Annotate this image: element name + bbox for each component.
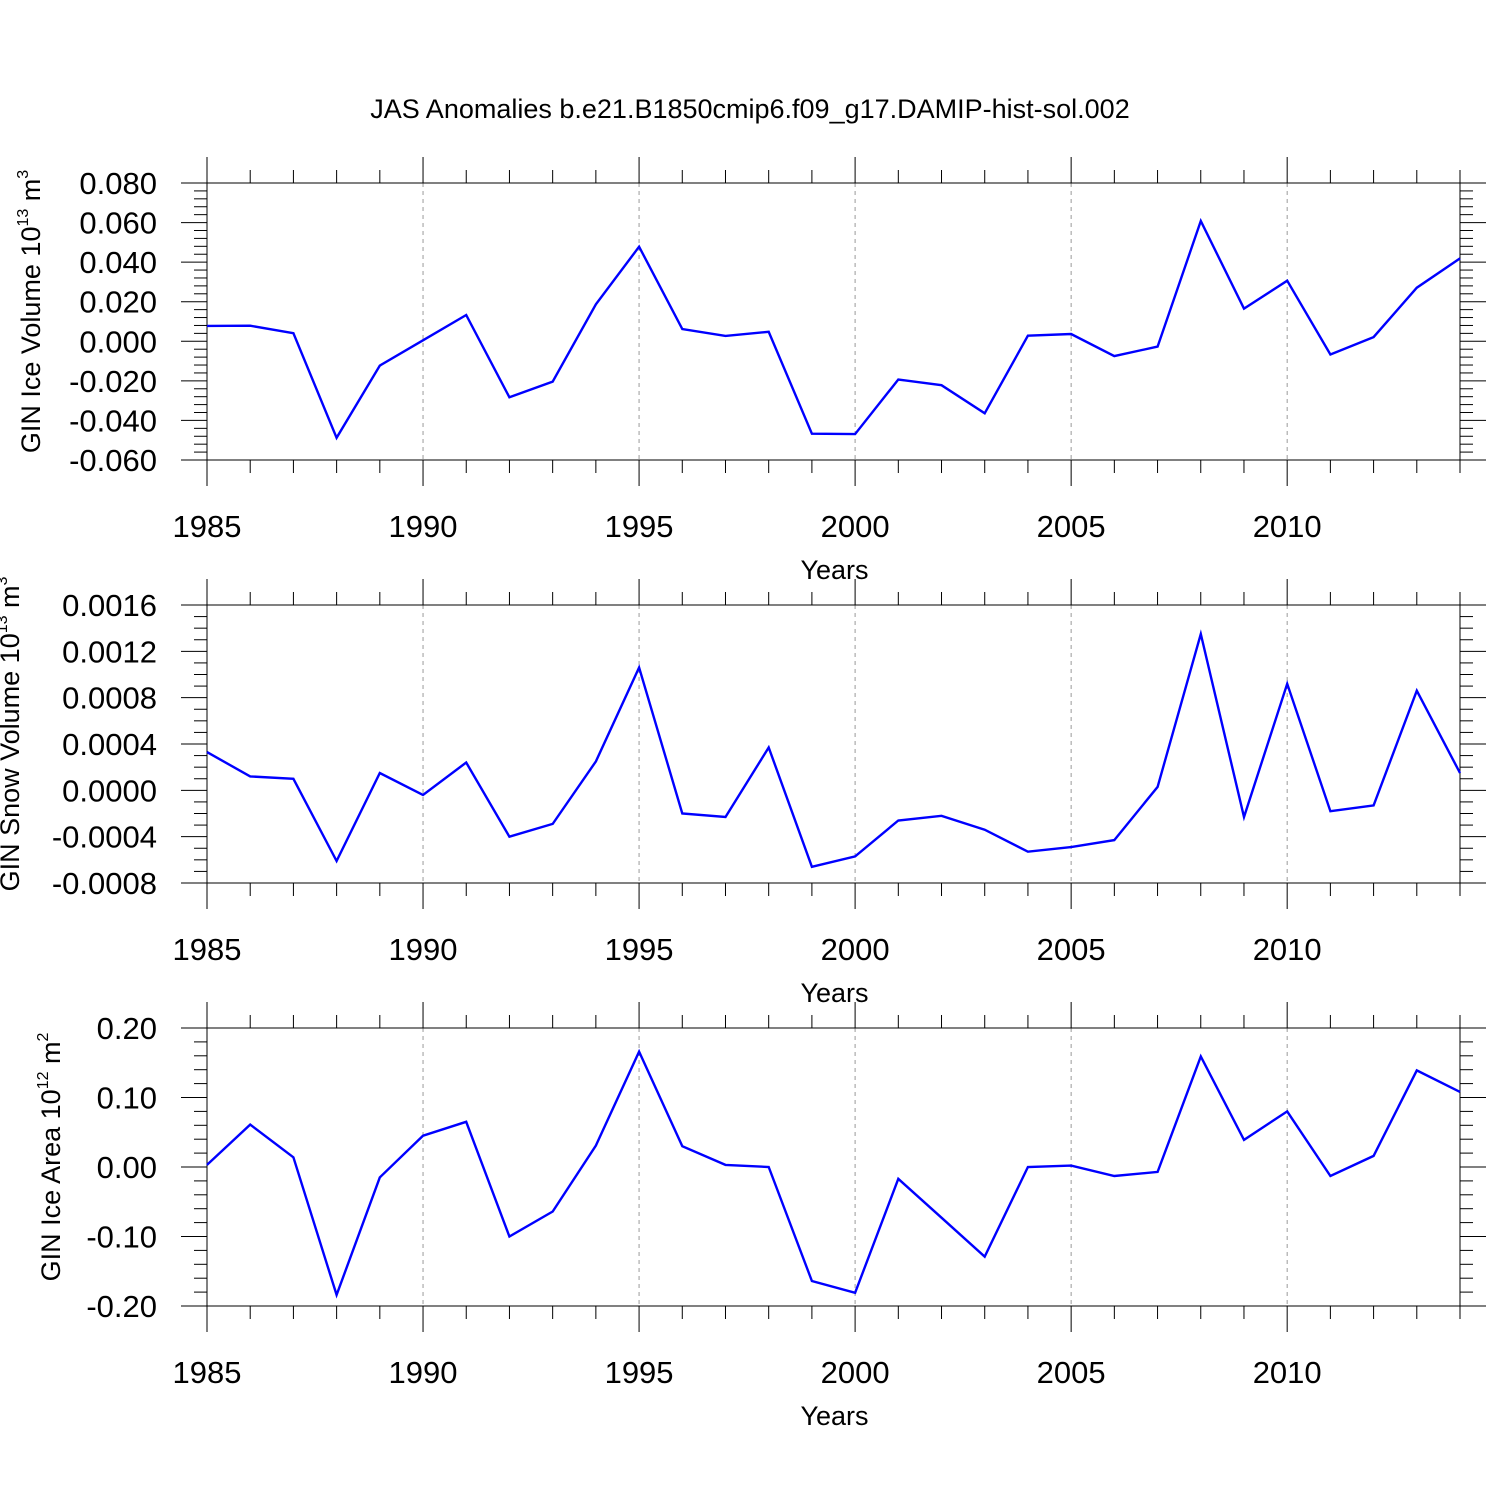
plot-frame — [206, 1027, 1461, 1307]
y-axis-label: GIN Ice Volume 1013 m3 — [15, 170, 46, 453]
y-tick-label: 0.20 — [97, 1011, 157, 1046]
x-tick-label: 2010 — [1253, 932, 1322, 967]
x-tick-label: 1985 — [173, 509, 242, 544]
y-tick-label: 0.0008 — [62, 681, 157, 716]
y-tick-label: -0.060 — [69, 443, 157, 478]
plot-frame — [206, 182, 1461, 461]
x-tick-label: 2005 — [1037, 1355, 1106, 1390]
x-tick-label: 1995 — [605, 1355, 674, 1390]
plot-frame — [206, 604, 1461, 884]
x-tick-label: 2010 — [1253, 1355, 1322, 1390]
y-tick-label: 0.0004 — [62, 727, 157, 762]
y-tick-label: 0.060 — [79, 206, 157, 241]
x-tick-label: 2000 — [821, 932, 890, 967]
x-tick-label: 1995 — [605, 932, 674, 967]
x-tick-label: 2000 — [821, 1355, 890, 1390]
x-tick-label: 1995 — [605, 509, 674, 544]
panels: 1985 1990 1995 2000 2005 2010 Years -0.060 -0.04… — [0, 157, 1486, 1431]
y-tick-label: -0.0008 — [52, 866, 157, 901]
y-tick-label: -0.020 — [69, 364, 157, 399]
series-line — [206, 1048, 1461, 1299]
y-tick-label: 0.0000 — [62, 773, 157, 808]
x-axis-label: Years — [800, 555, 868, 585]
series-line — [206, 629, 1462, 869]
y-axis-label: GIN Snow Volume 1013 m3 — [0, 576, 25, 891]
x-tick-label: 1985 — [173, 1355, 242, 1390]
x-tick-label: 2005 — [1037, 509, 1106, 544]
x-tick-label: 1985 — [173, 932, 242, 967]
y-tick-label: -0.10 — [86, 1220, 157, 1255]
panel-2: 1985 1990 1995 2000 2005 2010 Years -0.0008 -0.0… — [0, 576, 1486, 1008]
y-tick-label: 0.10 — [97, 1081, 157, 1116]
y-axis-label: GIN Ice Area 1012 m2 — [35, 1033, 66, 1282]
x-axis-label: Years — [800, 1401, 868, 1431]
y-tick-label: -0.20 — [86, 1289, 157, 1324]
panel-1: 1985 1990 1995 2000 2005 2010 Years -0.060 -0.04… — [15, 157, 1486, 585]
y-tick-label: 0.020 — [79, 285, 157, 320]
chart-title: JAS Anomalies b.e21.B1850cmip6.f09_g17.D… — [370, 94, 1129, 124]
panel-3: 1985 1990 1995 2000 2005 2010 Years -0.20 -0.10 0… — [35, 1002, 1486, 1431]
series-line — [206, 217, 1461, 441]
x-tick-label: 1990 — [389, 1355, 458, 1390]
x-tick-label: 1990 — [389, 932, 458, 967]
y-tick-label: 0.0016 — [62, 588, 157, 623]
x-tick-label: 1990 — [389, 509, 458, 544]
x-tick-label: 2005 — [1037, 932, 1106, 967]
y-tick-label: 0.040 — [79, 245, 157, 280]
y-tick-label: 0.000 — [79, 324, 157, 359]
y-tick-label: 0.0012 — [62, 634, 157, 669]
y-tick-label: 0.00 — [97, 1150, 157, 1185]
y-tick-label: -0.0004 — [52, 820, 157, 855]
x-tick-label: 2010 — [1253, 509, 1322, 544]
x-tick-label: 2000 — [821, 509, 890, 544]
x-axis-label: Years — [800, 978, 868, 1008]
y-tick-label: -0.040 — [69, 403, 157, 438]
y-tick-label: 0.080 — [79, 166, 157, 201]
